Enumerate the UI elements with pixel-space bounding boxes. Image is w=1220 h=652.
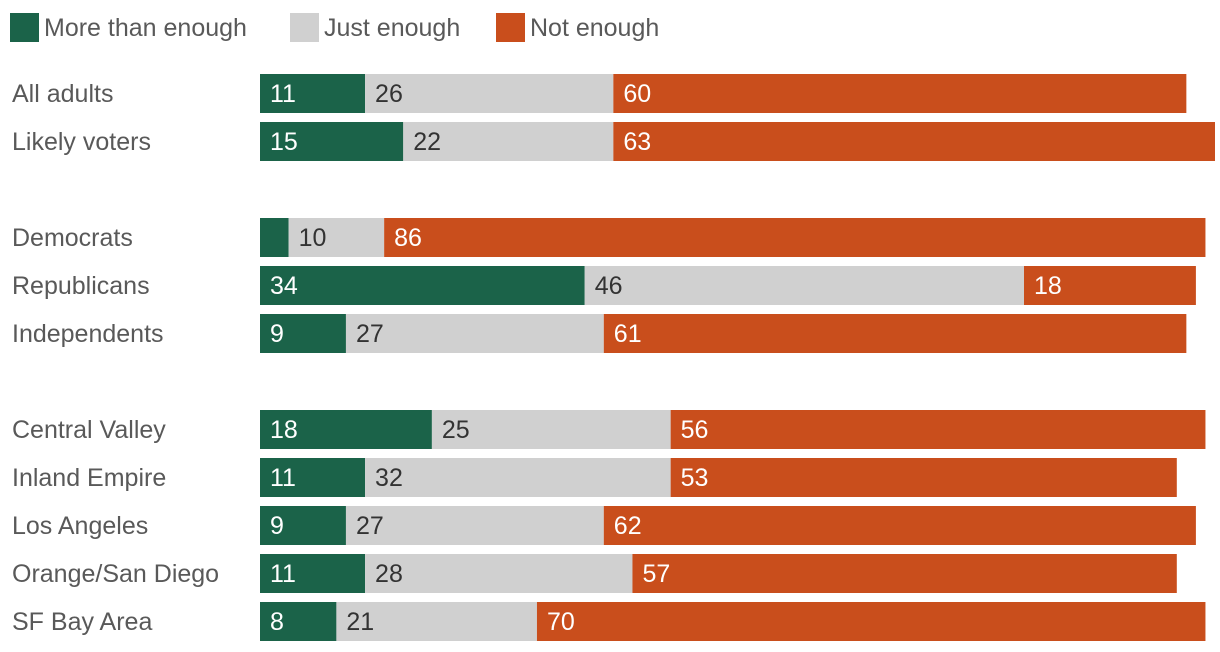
- bar-segment-just: [584, 266, 1024, 305]
- value-label-just: 22: [413, 128, 441, 156]
- chart-legend: More than enough Just enough Not enough: [10, 13, 659, 42]
- row-label: Orange/San Diego: [12, 560, 219, 588]
- value-label-not: 86: [394, 224, 422, 252]
- row-label: Republicans: [12, 272, 150, 300]
- value-label-not: 57: [642, 560, 670, 588]
- row-label: Central Valley: [12, 416, 166, 444]
- bar-row: Likely voters 15 22 63: [12, 122, 1215, 161]
- bar-row: Independents 9 27 61: [12, 314, 1187, 353]
- bar-segment-more: [260, 506, 346, 545]
- bar-segment-more: [260, 218, 289, 257]
- value-label-just: 21: [346, 608, 374, 636]
- bar-segment-more: [260, 266, 585, 305]
- bar-segment-not: [613, 74, 1187, 113]
- bar-segment-not: [613, 122, 1215, 161]
- value-label-more: 9: [270, 320, 284, 348]
- value-label-not: 70: [547, 608, 575, 636]
- bar-segment-not: [603, 506, 1196, 545]
- bar-segment-not: [670, 458, 1177, 497]
- value-label-not: 61: [614, 320, 642, 348]
- legend-swatch-not: [496, 13, 525, 42]
- bar-segment-more: [260, 74, 366, 113]
- bar-segment-just: [345, 314, 604, 353]
- legend-swatch-more: [10, 13, 39, 42]
- value-label-just: 32: [375, 464, 403, 492]
- bar-segment-more: [260, 554, 366, 593]
- bar-segment-not: [536, 602, 1206, 641]
- legend-label-just: Just enough: [324, 14, 460, 42]
- row-label: Independents: [12, 320, 164, 348]
- row-label: All adults: [12, 80, 113, 108]
- bar-segment-not: [603, 314, 1187, 353]
- value-label-not: 56: [681, 416, 709, 444]
- bar-segment-more: [260, 122, 404, 161]
- row-label: Likely voters: [12, 128, 151, 156]
- bar-row: Democrats 10 86: [12, 218, 1206, 257]
- value-label-just: 27: [356, 320, 384, 348]
- value-label-more: 8: [270, 608, 284, 636]
- bar-row: SF Bay Area 8 21 70: [12, 602, 1206, 641]
- bar-segment-more: [260, 458, 366, 497]
- value-label-just: 27: [356, 512, 384, 540]
- bar-segment-not: [384, 218, 1206, 257]
- bar-row: All adults 11 26 60: [12, 74, 1187, 113]
- value-label-more: 18: [270, 416, 298, 444]
- chart-rows: All adults 11 26 60 Likely voters 15 22 63 Democ…: [12, 74, 1215, 641]
- bar-segment-just: [365, 74, 614, 113]
- bar-segment-more: [260, 602, 337, 641]
- bar-segment-just: [403, 122, 614, 161]
- value-label-not: 18: [1034, 272, 1062, 300]
- bar-segment-not: [632, 554, 1177, 593]
- bar-row: Inland Empire 11 32 53: [12, 458, 1177, 497]
- value-label-more: 11: [270, 560, 296, 588]
- bar-row: Republicans 34 46 18: [12, 266, 1196, 305]
- bar-row: Central Valley 18 25 56: [12, 410, 1206, 449]
- value-label-more: 11: [270, 464, 296, 492]
- value-label-more: 15: [270, 128, 298, 156]
- row-label: Los Angeles: [12, 512, 148, 540]
- legend-label-not: Not enough: [530, 14, 659, 42]
- value-label-not: 53: [681, 464, 709, 492]
- value-label-just: 28: [375, 560, 403, 588]
- value-label-not: 63: [623, 128, 651, 156]
- row-label: Inland Empire: [12, 464, 166, 492]
- row-label: Democrats: [12, 224, 133, 252]
- value-label-just: 26: [375, 80, 403, 108]
- value-label-not: 60: [623, 80, 651, 108]
- value-label-not: 62: [614, 512, 642, 540]
- bar-segment-not: [670, 410, 1206, 449]
- bar-segment-just: [365, 554, 633, 593]
- bar-row: Los Angeles 9 27 62: [12, 506, 1196, 545]
- value-label-just: 25: [442, 416, 470, 444]
- bar-segment-more: [260, 314, 346, 353]
- value-label-more: 11: [270, 80, 296, 108]
- value-label-just: 46: [595, 272, 623, 300]
- value-label-more: 34: [270, 272, 298, 300]
- row-label: SF Bay Area: [12, 608, 152, 636]
- bar-segment-just: [345, 506, 604, 545]
- bar-segment-just: [365, 458, 671, 497]
- bar-segment-more: [260, 410, 432, 449]
- legend-swatch-just: [290, 13, 319, 42]
- bar-segment-not: [1024, 266, 1196, 305]
- bar-segment-just: [336, 602, 537, 641]
- legend-label-more: More than enough: [44, 14, 247, 42]
- bar-row: Orange/San Diego 11 28 57: [12, 554, 1177, 593]
- value-label-just: 10: [299, 224, 327, 252]
- bar-segment-just: [288, 218, 385, 257]
- value-label-more: 9: [270, 512, 284, 540]
- bar-segment-just: [431, 410, 671, 449]
